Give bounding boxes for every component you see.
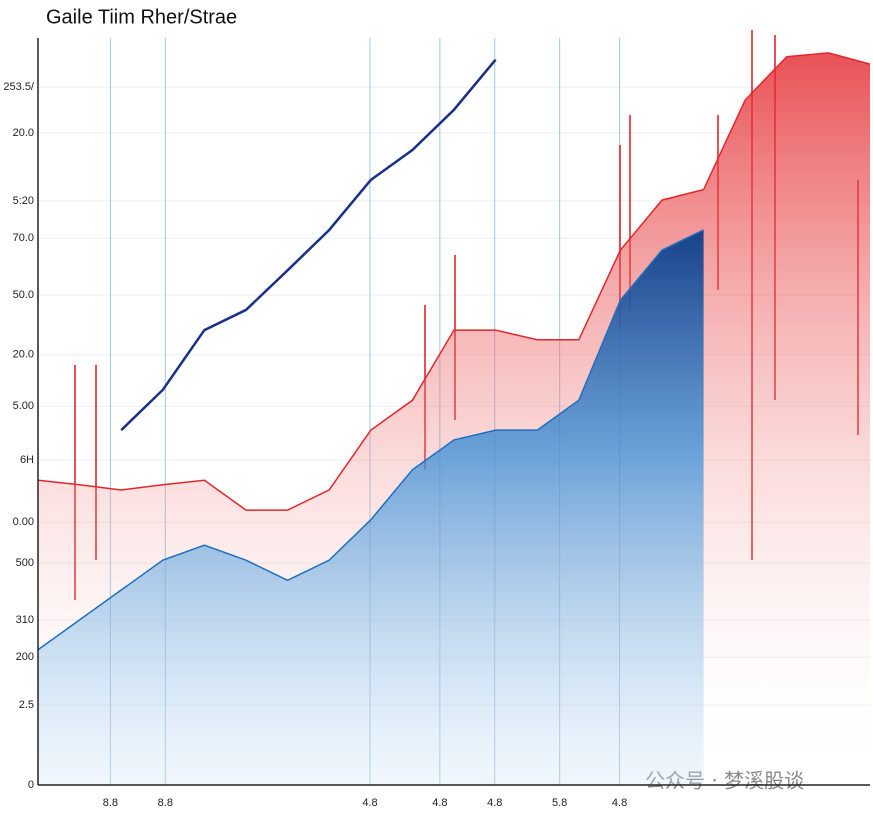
area-line <box>37 52 871 511</box>
y-tick-label: 20.0 <box>13 127 34 139</box>
area-line <box>37 229 704 651</box>
y-tick-label: 20.0 <box>13 349 34 361</box>
y-tick-label: 5.00 <box>13 400 34 412</box>
y-tick-label: 6H <box>20 454 34 466</box>
y-tick-label: 2.5 <box>19 699 34 711</box>
y-tick-label: 200 <box>16 651 34 663</box>
x-tick-label: 8.8 <box>158 797 173 809</box>
y-tick-label: 50.0 <box>13 289 34 301</box>
y-tick-label: 253.5/ <box>3 81 35 93</box>
area-fill <box>38 229 704 785</box>
x-tick-label: 5.8 <box>552 797 567 809</box>
y-tick-label: 0.00 <box>13 516 34 528</box>
chart-title: Gaile Tiim Rher/Strae <box>46 6 237 28</box>
line <box>120 58 497 432</box>
y-tick-label: 0 <box>28 779 34 791</box>
x-tick-label: 4.8 <box>362 797 377 809</box>
y-tick-label: 70.0 <box>13 232 34 244</box>
x-tick-label: 8.8 <box>103 797 118 809</box>
x-tick-label: 4.8 <box>432 797 447 809</box>
y-tick-label: 310 <box>16 614 34 626</box>
x-tick-label: 4.8 <box>612 797 627 809</box>
y-tick-label: 5:20 <box>13 195 34 207</box>
y-tick-label: 500 <box>16 557 34 569</box>
x-tick-label: 4.8 <box>487 797 502 809</box>
